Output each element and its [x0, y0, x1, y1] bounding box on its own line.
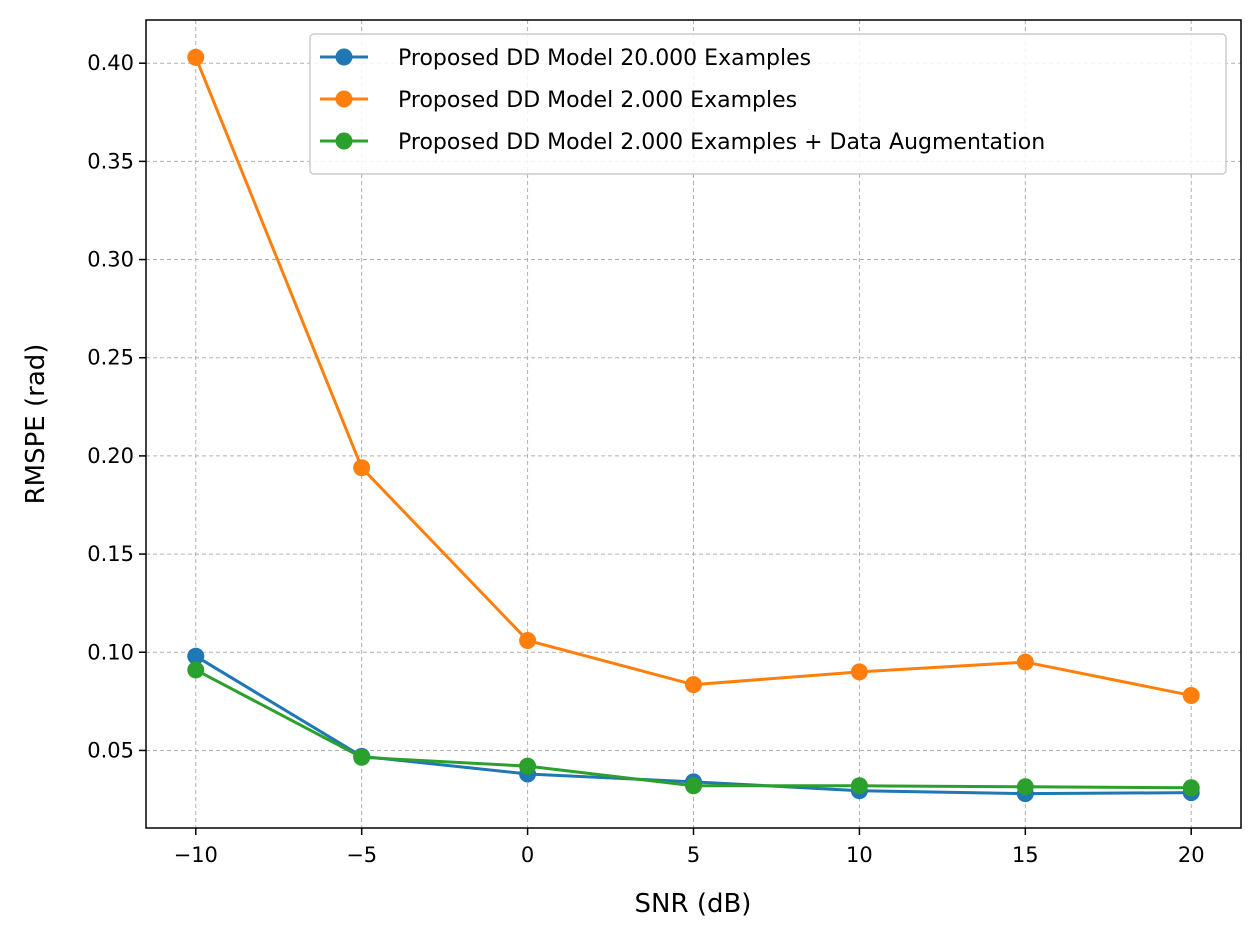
legend-item: Proposed DD Model 20.000 Examples [320, 46, 811, 71]
x-tick-label: −5 [346, 843, 377, 867]
legend-item: Proposed DD Model 2.000 Examples + Data … [320, 130, 1045, 155]
data-point [519, 631, 537, 649]
data-point [850, 777, 868, 795]
y-tick-label: 0.25 [87, 346, 134, 370]
y-tick-label: 0.10 [87, 640, 134, 664]
data-point [353, 748, 371, 766]
legend-label: Proposed DD Model 2.000 Examples [398, 88, 797, 113]
series-3 [187, 661, 1200, 797]
legend-label: Proposed DD Model 2.000 Examples + Data … [398, 130, 1045, 155]
legend-item: Proposed DD Model 2.000 Examples [320, 88, 797, 113]
data-point [1182, 779, 1200, 797]
legend-swatch-marker [335, 48, 353, 66]
data-point [187, 48, 205, 66]
y-tick-label: 0.40 [87, 51, 134, 75]
x-tick-label: 20 [1178, 843, 1205, 867]
x-tick-label: 15 [1012, 843, 1039, 867]
data-point [187, 661, 205, 679]
y-tick-label: 0.20 [87, 444, 134, 468]
y-axis-title: RMSPE (rad) [21, 344, 51, 505]
series-layer [187, 48, 1200, 803]
y-tick-label: 0.35 [87, 149, 134, 173]
legend-label: Proposed DD Model 20.000 Examples [398, 46, 811, 71]
x-tick-label: 0 [521, 843, 534, 867]
data-point [1016, 778, 1034, 796]
data-point [1016, 653, 1034, 671]
x-axis-title: SNR (dB) [635, 889, 752, 919]
y-axis: 0.05 0.10 0.15 0.20 0.25 0.30 0.35 0.40 [87, 51, 146, 762]
y-tick-label: 0.30 [87, 248, 134, 272]
data-point [685, 777, 702, 795]
data-point [519, 757, 537, 775]
data-point [187, 647, 205, 665]
legend-swatch-marker [335, 90, 353, 108]
series-2 [187, 48, 1200, 704]
y-tick-label: 0.15 [87, 542, 134, 566]
x-tick-label: 10 [846, 843, 873, 867]
data-point [1182, 686, 1200, 704]
data-point [685, 676, 702, 694]
x-axis: −10 −5 0 5 10 15 20 [174, 828, 1205, 867]
x-tick-label: 5 [687, 843, 700, 867]
legend-box [309, 33, 1227, 175]
y-tick-label: 0.05 [87, 738, 134, 762]
legend: Proposed DD Model 20.000 Examples Propose… [309, 33, 1227, 175]
x-tick-label: −10 [174, 843, 218, 867]
data-point [353, 459, 371, 477]
data-point [850, 663, 868, 681]
legend-swatch-marker [335, 132, 353, 150]
